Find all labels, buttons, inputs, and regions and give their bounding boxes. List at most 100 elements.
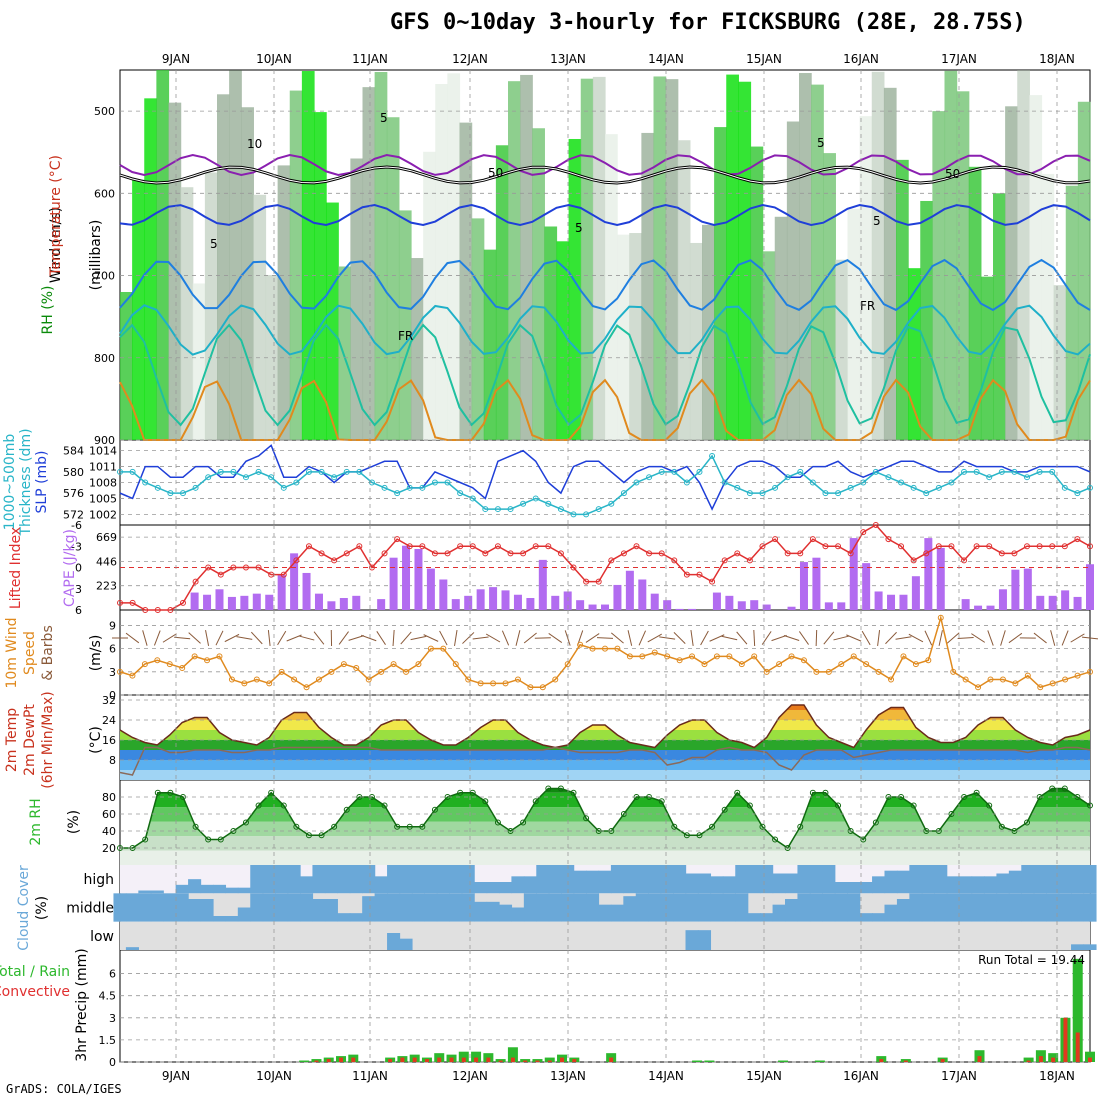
thickness-line-point bbox=[1036, 468, 1043, 475]
cloud-bar-middle bbox=[996, 893, 1010, 922]
cape-bar bbox=[737, 601, 746, 610]
lifted-index-line-point bbox=[583, 578, 590, 585]
rh-column bbox=[447, 73, 461, 440]
rh-column bbox=[568, 138, 582, 441]
cloud-bar-high bbox=[872, 876, 886, 894]
lifted-index-line-point bbox=[671, 557, 678, 564]
thickness-line-point bbox=[1049, 468, 1056, 475]
wind-barb bbox=[1061, 630, 1069, 646]
rh2m-line-point bbox=[532, 798, 539, 805]
ytick-label-thickness: 584 bbox=[63, 445, 84, 458]
rh-column bbox=[556, 241, 570, 440]
lifted-index-line-point bbox=[179, 599, 186, 606]
rh2m-line-point bbox=[394, 823, 401, 830]
cloud-bar-high bbox=[909, 865, 923, 894]
wind-barb bbox=[938, 630, 943, 646]
cape-bar bbox=[190, 592, 199, 610]
cloud-bar-middle bbox=[411, 893, 426, 922]
cloud-bar-middle bbox=[436, 893, 450, 922]
cape-bar bbox=[402, 545, 411, 610]
ytick-label-li: 6 bbox=[75, 604, 82, 617]
ytick-label-upper: 900 bbox=[94, 434, 115, 447]
thickness-line-point bbox=[318, 468, 325, 475]
lifted-index-line-point bbox=[872, 522, 879, 528]
cape-bar bbox=[227, 596, 236, 610]
wind-barb bbox=[298, 635, 315, 641]
cloud-bar-middle bbox=[1058, 893, 1072, 922]
cloud-bar-middle bbox=[760, 913, 774, 922]
rh2m-line-point bbox=[759, 823, 766, 830]
cape-bar bbox=[352, 595, 361, 610]
cloud-bar-middle bbox=[113, 893, 127, 922]
rh-band bbox=[120, 836, 1090, 851]
rh-column bbox=[423, 151, 436, 441]
wind-speed-line-point bbox=[788, 653, 795, 660]
day-label-bottom: 15JAN bbox=[746, 1069, 782, 1083]
rh-column bbox=[629, 233, 642, 440]
wind-speed-line-point bbox=[726, 653, 733, 660]
thickness-line-point bbox=[847, 484, 854, 491]
wind-barb bbox=[846, 634, 862, 642]
lifted-index-line-point bbox=[532, 543, 539, 550]
rh2m-line-point bbox=[255, 802, 262, 809]
rh2m-line-point bbox=[331, 823, 338, 830]
precip-total-bar bbox=[1048, 1053, 1059, 1062]
wind-barb bbox=[250, 631, 263, 645]
thickness-line-point bbox=[142, 479, 149, 486]
lifted-index-line-point bbox=[381, 550, 388, 557]
cape-bar bbox=[936, 547, 945, 610]
cloud-bar-middle bbox=[511, 907, 525, 922]
wind-barb bbox=[410, 635, 427, 641]
ytick-label-rh: 40 bbox=[102, 825, 116, 838]
rh-column bbox=[617, 234, 630, 440]
thickness-line-point bbox=[973, 468, 980, 475]
lifted-index-line-point bbox=[986, 543, 993, 550]
wind-speed-line-point bbox=[204, 657, 211, 664]
precip-conv-bar bbox=[326, 1059, 331, 1062]
rh-column bbox=[398, 210, 412, 440]
ytick-label-wind: 3 bbox=[109, 666, 116, 679]
rh-column bbox=[580, 78, 594, 440]
wind-speed-line-point bbox=[253, 676, 260, 683]
cape-bar bbox=[725, 595, 734, 610]
rh-column bbox=[799, 73, 812, 441]
contour-label: FR bbox=[860, 299, 875, 313]
cloud-bar-high bbox=[511, 876, 525, 894]
wind-barb bbox=[877, 629, 881, 647]
cloud-bar-high bbox=[946, 876, 960, 894]
cloud-bar-middle bbox=[971, 893, 985, 922]
ylabel-barbs: & Barbs bbox=[40, 625, 56, 681]
wind-barb bbox=[462, 632, 475, 644]
rh-column bbox=[471, 218, 485, 440]
cloud-bar-high bbox=[760, 865, 774, 894]
cloud-bar-middle bbox=[884, 904, 898, 922]
rh2m-line-point bbox=[482, 798, 489, 805]
cloud-bar-high bbox=[411, 865, 426, 894]
rh-column bbox=[386, 117, 400, 440]
ytick-label-rh: 80 bbox=[102, 791, 116, 804]
cloud-bar-high bbox=[1021, 865, 1035, 894]
wind-barb bbox=[392, 629, 395, 647]
wind-speed-line-point bbox=[626, 653, 633, 660]
wind-speed-line-point bbox=[651, 649, 658, 656]
lifted-index-line-point bbox=[595, 578, 602, 585]
rh-column bbox=[750, 146, 764, 440]
wind-barb bbox=[721, 635, 738, 641]
lifted-index-line-point bbox=[431, 550, 438, 557]
thickness-line-point bbox=[835, 490, 842, 497]
cape-bar bbox=[961, 599, 970, 610]
cape-bar bbox=[1061, 590, 1070, 610]
cloud-bar-high bbox=[573, 870, 587, 894]
thickness-line-point bbox=[532, 495, 539, 502]
precip-total-bar bbox=[1072, 958, 1083, 1062]
day-label-top: 17JAN bbox=[941, 52, 977, 66]
wind-barb bbox=[515, 630, 521, 646]
cloud-bar-middle bbox=[1008, 893, 1022, 922]
cape-bar bbox=[924, 538, 933, 610]
thickness-line-point bbox=[192, 484, 199, 491]
rh2m-line-point bbox=[1049, 785, 1056, 792]
precip-conv-bar bbox=[560, 1057, 565, 1062]
wind-speed-line-point bbox=[838, 661, 845, 668]
ylabel-millibars: (millibars) bbox=[88, 220, 104, 291]
cloud-bar-high bbox=[822, 865, 836, 894]
